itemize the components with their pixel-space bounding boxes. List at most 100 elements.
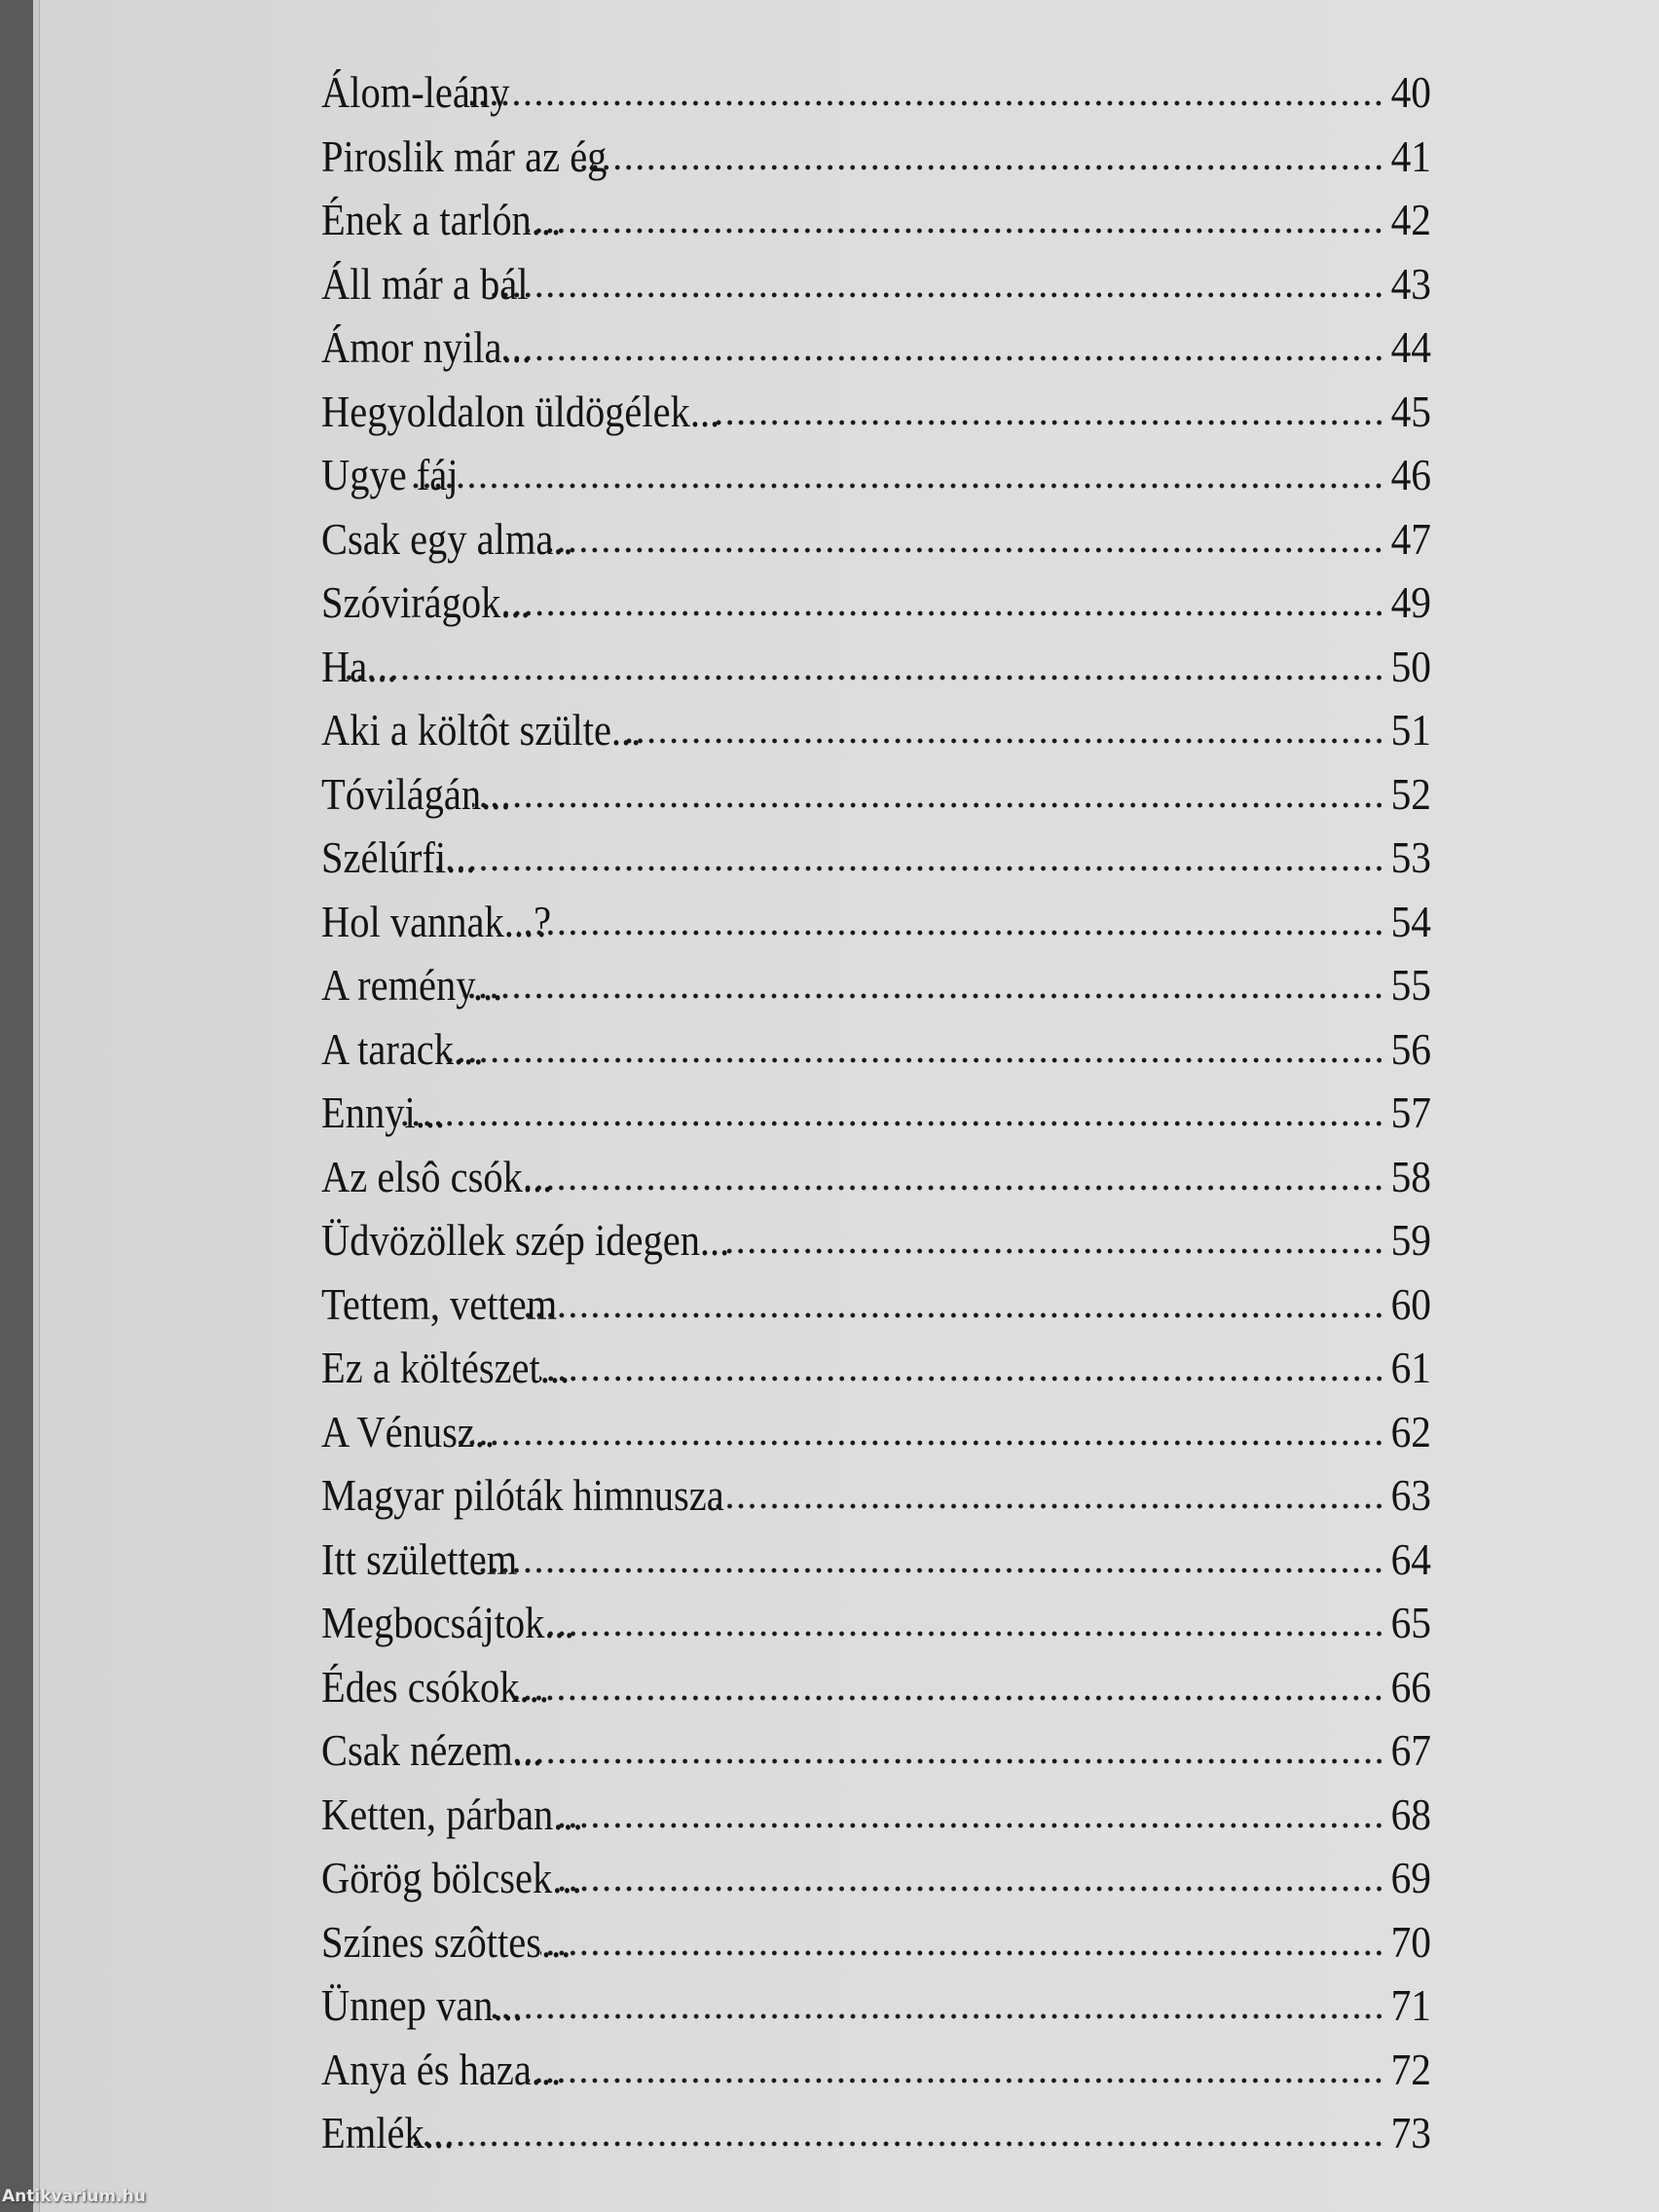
dot-leader xyxy=(407,2140,1384,2148)
toc-entry-page-number: 65 xyxy=(1390,1598,1431,1647)
toc-entry-page-number: 44 xyxy=(1390,322,1431,372)
book-spine-shadow xyxy=(0,0,33,2212)
page-edge xyxy=(33,0,40,2212)
toc-entry: Ennyi... 57 xyxy=(321,1081,1431,1145)
toc-entry: Anya és haza... 72 xyxy=(321,2038,1431,2102)
dot-leader xyxy=(542,545,1384,554)
toc-entry-title: Csak egy alma.. xyxy=(321,513,573,564)
toc-entry: A tarack... 56 xyxy=(321,1017,1431,1082)
toc-entry-title: A remény... xyxy=(321,960,503,1010)
toc-entry-page-number: 42 xyxy=(1390,195,1431,244)
toc-entry-title: Görög bölcsek... xyxy=(321,1853,582,1902)
watermark: Antikvarium.hu xyxy=(2,2187,146,2206)
dot-leader xyxy=(553,1821,1384,1829)
toc-entry: Ámor nyila... 44 xyxy=(321,315,1431,380)
toc-entry-page-number: 71 xyxy=(1390,1980,1431,2030)
dot-leader xyxy=(494,609,1384,617)
dot-leader xyxy=(471,800,1384,809)
toc-entry-title: Ketten, párban... xyxy=(321,1788,583,1839)
toc-entry-title: A Vénusz.. xyxy=(321,1406,496,1456)
toc-entry-title: Az elsô csók... xyxy=(321,1151,553,1201)
toc-entry-title: Édes csókok... xyxy=(321,1661,549,1712)
toc-entry: Tóvilágán... 52 xyxy=(321,762,1431,827)
dot-leader xyxy=(431,865,1384,872)
toc-entry-page-number: 41 xyxy=(1390,130,1431,181)
toc-entry-page-number: 68 xyxy=(1390,1788,1431,1839)
dot-leader xyxy=(470,99,1384,107)
toc-entry-title: Anya és haza... xyxy=(321,2044,562,2094)
toc-entry-title: Üdvözöllek szép idegen... xyxy=(321,1215,730,1265)
toc-entry-title: Csak nézem... xyxy=(321,1725,543,1775)
dot-leader xyxy=(492,290,1384,299)
toc-entry-page-number: 66 xyxy=(1390,1661,1431,1712)
dot-leader xyxy=(619,737,1384,745)
dot-leader xyxy=(440,1055,1384,1064)
toc-entry: Az elsô csók... 58 xyxy=(321,1145,1431,1209)
toc-entry: Ének a tarlón... 42 xyxy=(321,188,1431,252)
toc-entry-title: Tóvilágán... xyxy=(321,768,511,819)
toc-entry-title: Ének a tarlón... xyxy=(321,195,562,244)
toc-entry: Áll már a bál 43 xyxy=(321,252,1431,316)
dot-leader xyxy=(462,992,1384,1000)
dot-leader xyxy=(342,673,1384,682)
dot-leader xyxy=(720,1247,1384,1255)
toc-entry: Emlék... 73 xyxy=(321,2101,1431,2165)
toc-entry-page-number: 57 xyxy=(1390,1088,1431,1137)
toc-entry: Hegyoldalon üldögélek... 45 xyxy=(321,380,1431,444)
toc-entry-page-number: 67 xyxy=(1390,1725,1431,1775)
toc-entry: Édes csókok... 66 xyxy=(321,1655,1431,1719)
table-of-contents: Álom-leány 40 Piroslik már az ég 41 Ének a t… xyxy=(321,60,1431,2165)
toc-entry: Üdvözöllek szép idegen... 59 xyxy=(321,1208,1431,1272)
toc-entry-page-number: 52 xyxy=(1390,768,1431,819)
toc-entry-title: Hol vannak...? xyxy=(321,896,552,946)
toc-entry: Görög bölcsek... 69 xyxy=(321,1846,1431,1910)
dot-leader xyxy=(517,928,1384,937)
dot-leader xyxy=(515,1693,1384,1702)
toc-entry-page-number: 51 xyxy=(1390,705,1431,755)
dot-leader xyxy=(552,1885,1384,1893)
toc-entry-title: Szélúrfi... xyxy=(321,832,476,882)
dot-leader xyxy=(507,1757,1384,1765)
dot-leader xyxy=(524,1310,1384,1319)
toc-entry-page-number: 47 xyxy=(1390,513,1431,564)
toc-entry-page-number: 53 xyxy=(1390,832,1431,882)
toc-entry-title: Itt születtem xyxy=(321,1533,518,1584)
dot-leader xyxy=(529,227,1384,235)
toc-entry-title: Ámor nyila... xyxy=(321,322,532,372)
dot-leader xyxy=(485,2012,1384,2020)
dot-leader xyxy=(709,418,1384,426)
toc-entry-title: Áll már a bál xyxy=(321,258,529,309)
toc-entry-title: Ha... xyxy=(321,641,397,691)
toc-entry-title: Színes szôttes... xyxy=(321,1916,571,1967)
dot-leader xyxy=(529,2076,1384,2084)
toc-entry: A Vénusz.. 62 xyxy=(321,1400,1431,1464)
toc-entry-page-number: 69 xyxy=(1390,1853,1431,1902)
toc-entry-title: Ünnep van... xyxy=(321,1980,523,2030)
dot-leader xyxy=(543,1630,1384,1638)
dot-leader xyxy=(397,1120,1384,1127)
dot-leader xyxy=(538,1375,1384,1382)
toc-entry: Magyar pilóták himnusza 63 xyxy=(321,1463,1431,1528)
toc-entry: Álom-leány 40 xyxy=(321,60,1431,125)
toc-entry: Aki a költôt szülte... 51 xyxy=(321,698,1431,762)
toc-entry-title: Emlék... xyxy=(321,2108,455,2157)
toc-entry-page-number: 73 xyxy=(1390,2108,1431,2157)
toc-entry-page-number: 58 xyxy=(1390,1151,1431,1201)
toc-entry: Ugye fáj 46 xyxy=(321,443,1431,507)
toc-entry-page-number: 54 xyxy=(1390,896,1431,946)
toc-entry-title: Ennyi... xyxy=(321,1088,446,1137)
dot-leader xyxy=(412,482,1384,490)
toc-entry: Tettem, vettem 60 xyxy=(321,1272,1431,1337)
toc-entry-title: Magyar pilóták himnusza xyxy=(321,1470,724,1520)
toc-entry-page-number: 56 xyxy=(1390,1023,1431,1074)
toc-entry-title: Ugye fáj xyxy=(321,450,459,499)
dot-leader xyxy=(479,1566,1384,1574)
toc-entry: Megbocsájtok... 65 xyxy=(321,1591,1431,1655)
toc-entry-page-number: 40 xyxy=(1390,67,1431,117)
toc-entry-page-number: 63 xyxy=(1390,1470,1431,1520)
toc-entry-title: Hegyoldalon üldögélek... xyxy=(321,386,720,436)
dot-leader xyxy=(581,163,1384,171)
toc-entry: Hol vannak...? 54 xyxy=(321,890,1431,954)
toc-entry-page-number: 70 xyxy=(1390,1916,1431,1967)
toc-entry: Ünnep van... 71 xyxy=(321,1973,1431,2038)
